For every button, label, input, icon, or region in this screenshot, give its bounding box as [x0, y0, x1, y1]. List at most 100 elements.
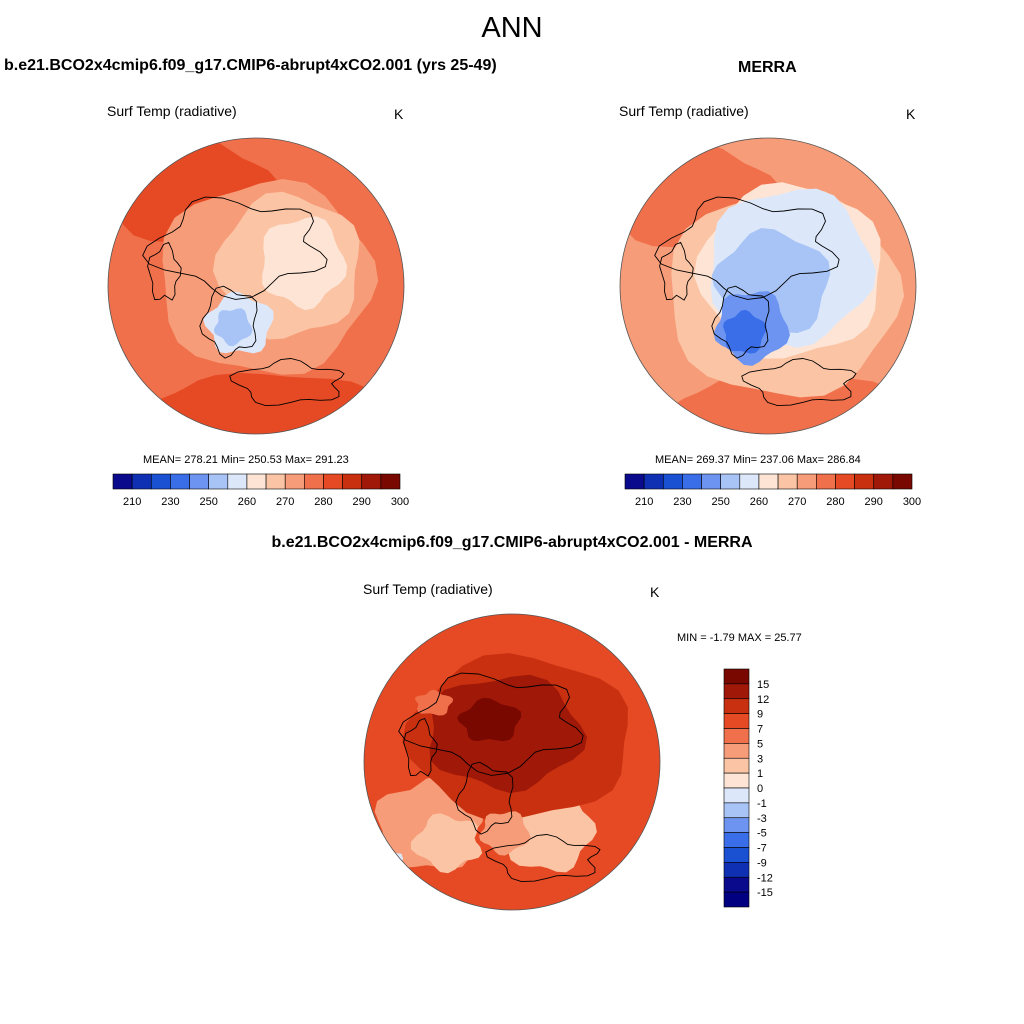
colorbar-tick-label: 5	[757, 738, 763, 750]
colorbar-swatch	[723, 832, 750, 848]
colorbar-swatch	[723, 891, 750, 908]
contour-fill-model	[262, 216, 348, 311]
colorbar-swatch	[323, 473, 343, 490]
colorbar-tick-label: 1	[757, 768, 763, 780]
colorbar-tick-label: 280	[826, 496, 844, 508]
colorbar-swatch	[265, 473, 286, 490]
colorbar-swatch	[682, 473, 702, 490]
colorbar-swatch	[304, 473, 324, 490]
map-boundary-model	[107, 137, 405, 435]
colorbar-tick-label: 260	[238, 496, 256, 508]
contour-fill-diff	[415, 689, 454, 716]
colorbar-tick-label: 9	[757, 709, 763, 721]
polar-map-diff	[363, 613, 661, 911]
coastline-diff	[455, 761, 514, 835]
colorbar-swatch	[723, 847, 750, 863]
colorbar-swatch	[758, 473, 779, 490]
colorbar-swatch	[208, 473, 229, 490]
colorbar-swatch	[835, 473, 855, 490]
map-field-obs	[620, 138, 916, 434]
colorbar-tick-label: -1	[757, 798, 767, 810]
colorbar-tick-label: -5	[757, 828, 767, 840]
colorbar-swatch	[723, 772, 750, 789]
variable-label-model: Surf Temp (radiative)	[107, 103, 237, 119]
colorbar-swatch	[701, 473, 721, 490]
variable-label-obs: Surf Temp (radiative)	[619, 103, 749, 119]
colorbar-tick-label: -15	[757, 887, 773, 899]
polar-map-obs	[619, 137, 917, 435]
colorbar-swatch	[342, 473, 363, 490]
units-label-diff: K	[650, 584, 660, 600]
colorbar-tick-label: 280	[314, 496, 332, 508]
colorbar-swatch	[739, 473, 760, 490]
map-boundary-diff	[363, 613, 661, 911]
colorbar-swatch	[723, 862, 750, 878]
panel-title-model: b.e21.BCO2x4cmip6.f09_g17.CMIP6-abrupt4x…	[4, 57, 497, 74]
panel-title-obs: MERRA	[738, 59, 797, 76]
colorbar-swatch	[777, 473, 798, 490]
coastline-model	[199, 285, 258, 359]
colorbar-tick-label: 210	[635, 496, 653, 508]
polar-map-model	[107, 137, 405, 435]
coastline-diff	[398, 672, 584, 776]
colorbar-swatch	[892, 473, 913, 490]
colorbar-swatch	[723, 668, 750, 685]
colorbar-swatch	[246, 473, 267, 490]
colorbar-tick-label: -3	[757, 813, 767, 825]
colorbar-swatch	[170, 473, 190, 490]
colorbar-tick-label: 15	[757, 679, 769, 691]
colorbar-tick-label: -9	[757, 857, 767, 869]
coastline-model	[147, 241, 182, 301]
colorbar-tick-label: 250	[711, 496, 729, 508]
colorbar-tick-label: 300	[391, 496, 409, 508]
colorbar-tick-label: -7	[757, 843, 767, 855]
colorbar-swatch	[816, 473, 836, 490]
colorbar-swatch	[723, 802, 750, 819]
colorbar-tick-label: 7	[757, 724, 763, 736]
colorbar-swatch	[723, 817, 750, 833]
contour-fill-diff	[457, 697, 522, 742]
colorbar-tick-label: 250	[199, 496, 217, 508]
variable-label-diff: Surf Temp (radiative)	[363, 581, 493, 597]
coastline-model	[142, 196, 328, 300]
colorbar-tick-label: 3	[757, 753, 763, 765]
colorbar-tick-label: 270	[276, 496, 294, 508]
colorbar-tick-label: 290	[353, 496, 371, 508]
contour-fill-diff	[410, 813, 483, 874]
colorbar-tick-label: -12	[757, 872, 773, 884]
colorbar-swatch	[723, 683, 750, 700]
colorbar-swatch	[796, 473, 817, 490]
colorbar-swatch	[873, 473, 894, 490]
colorbar-tick-label: 290	[865, 496, 883, 508]
colorbar-swatch	[720, 473, 741, 490]
units-label-model: K	[394, 106, 404, 122]
colorbar-diff: 15 12 9 7 5 3 1 0 -1 -3 -5 -7 -9 -12 -15	[723, 668, 773, 908]
colorbar-swatch	[131, 473, 152, 490]
colorbar-swatch	[723, 876, 750, 893]
colorbar-swatch	[723, 757, 750, 774]
colorbar-obs: 210 230 250 260 270 280 290 300	[624, 473, 921, 508]
coastline-model	[229, 358, 345, 407]
coastline-diff	[485, 834, 601, 883]
map-boundary-obs	[619, 137, 917, 435]
colorbar-tick-label: 230	[673, 496, 691, 508]
colorbar-model: 210 230 250 260 270 280 290 300	[112, 473, 409, 508]
colorbar-swatch	[723, 698, 750, 714]
colorbar-swatch	[854, 473, 875, 490]
colorbar-tick-label: 230	[161, 496, 179, 508]
colorbar-swatch	[723, 728, 750, 744]
colorbar-swatch	[227, 473, 248, 490]
map-field-model	[108, 138, 404, 434]
colorbar-tick-label: 270	[788, 496, 806, 508]
stats-obs: MEAN= 269.37 Min= 237.06 Max= 286.84	[655, 454, 861, 466]
colorbar-swatch	[723, 743, 750, 759]
colorbar-swatch	[723, 787, 750, 804]
stats-diff: MIN = -1.79 MAX = 25.77	[677, 632, 802, 644]
colorbar-swatch	[112, 473, 133, 490]
coastline-obs	[654, 196, 840, 300]
colorbar-swatch	[361, 473, 382, 490]
colorbar-swatch	[624, 473, 645, 490]
colorbar-tick-label: 0	[757, 783, 763, 795]
colorbar-swatch	[380, 473, 401, 490]
